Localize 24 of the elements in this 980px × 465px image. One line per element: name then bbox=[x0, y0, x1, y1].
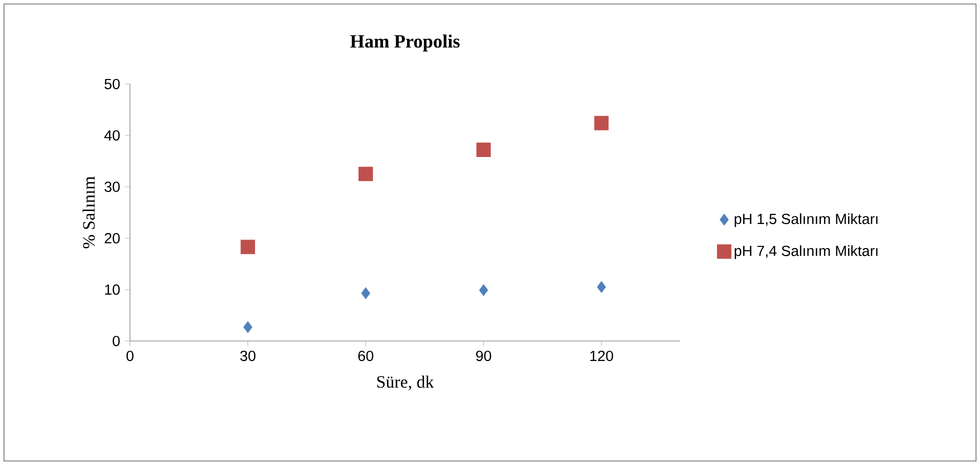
chart-title: Ham Propolis bbox=[350, 34, 460, 52]
legend-label: pH 7,4 Salınım Miktarı bbox=[734, 245, 878, 259]
point bbox=[476, 142, 491, 157]
x-tick-label: 120 bbox=[590, 350, 614, 362]
x-tick-label: 90 bbox=[476, 350, 492, 362]
y-tick-label: 30 bbox=[104, 182, 120, 192]
x-axis-title: Süre, dk bbox=[377, 376, 434, 390]
x-tick-label: 30 bbox=[240, 350, 256, 362]
point bbox=[596, 281, 606, 293]
y-tick-label: 10 bbox=[105, 284, 120, 295]
point bbox=[594, 116, 609, 130]
y-tick-label: 20 bbox=[104, 233, 120, 244]
y-tick-label: 50 bbox=[104, 78, 120, 90]
y-tick-label: 40 bbox=[104, 130, 120, 141]
point bbox=[240, 240, 256, 254]
point bbox=[243, 321, 252, 333]
point bbox=[361, 287, 370, 300]
x-tick-label: 0 bbox=[126, 350, 134, 362]
point bbox=[479, 284, 488, 296]
y-axis-title: % Salınım bbox=[82, 176, 95, 248]
legend-label: pH 1,5 Salınım Miktarı bbox=[734, 213, 878, 227]
y-tick-label: 0 bbox=[112, 336, 120, 346]
x-tick-label: 60 bbox=[358, 350, 374, 362]
point bbox=[358, 166, 373, 182]
